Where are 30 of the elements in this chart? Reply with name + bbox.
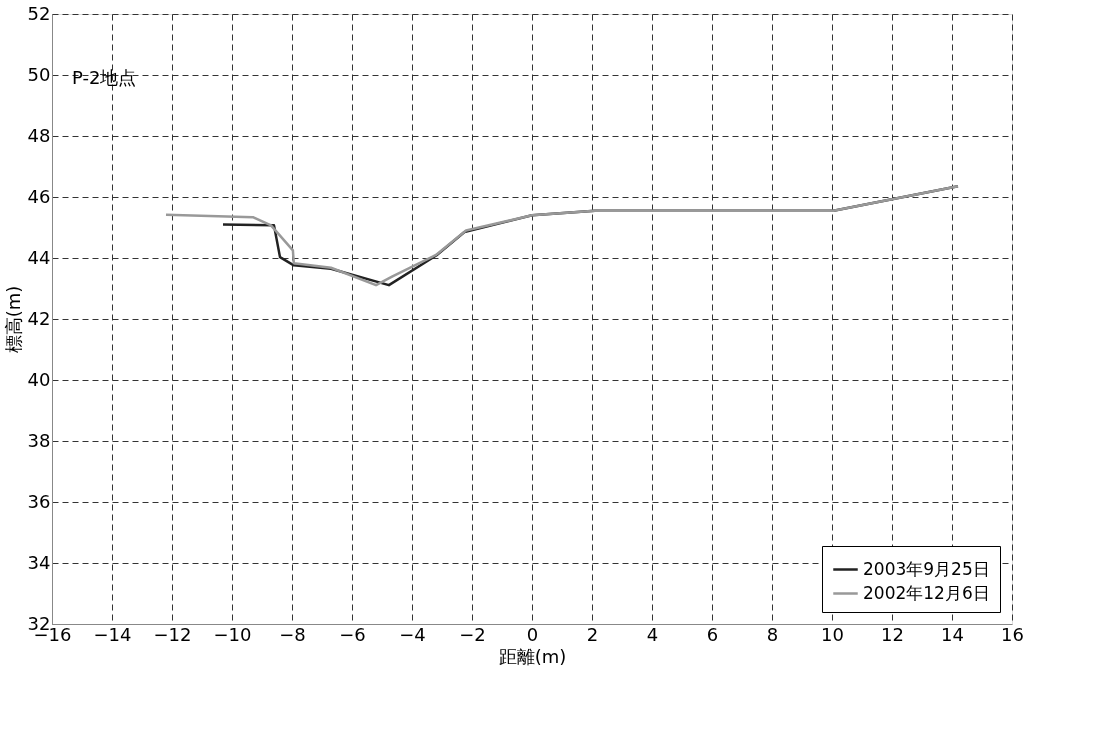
x-tick-label: 2	[586, 623, 599, 645]
y-tick-label: 38	[27, 429, 51, 451]
legend-label: 2003年9月25日	[863, 558, 990, 579]
x-tick-label: −12	[153, 623, 192, 645]
y-tick-label: 52	[27, 2, 51, 24]
x-tick-label: 16	[1001, 623, 1024, 645]
y-tick-label: 48	[27, 124, 51, 146]
y-tick-label: 40	[27, 368, 51, 390]
x-tick-label: −4	[399, 623, 426, 645]
x-tick-label: 6	[706, 623, 719, 645]
x-tick-label: 0	[526, 623, 539, 645]
x-axis-title: 距離(m)	[498, 645, 567, 667]
x-tick-label: 8	[766, 623, 779, 645]
x-tick-label: 10	[821, 623, 844, 645]
y-tick-label: 36	[27, 490, 51, 512]
x-tick-label: −6	[339, 623, 366, 645]
x-tick-label: −8	[279, 623, 306, 645]
y-tick-label: 50	[27, 63, 51, 85]
y-tick-label: 46	[27, 185, 51, 207]
x-tick-label: −2	[459, 623, 486, 645]
y-tick-label: 44	[27, 246, 51, 268]
legend-label: 2002年12月6日	[863, 582, 990, 603]
x-tick-label: 12	[881, 623, 904, 645]
x-tick-label: −10	[213, 623, 252, 645]
y-axis-title: 標高(m)	[2, 285, 24, 354]
x-tick-label: 4	[646, 623, 659, 645]
y-tick-label: 34	[27, 551, 51, 573]
x-tick-label: −14	[93, 623, 132, 645]
y-tick-label: 42	[27, 307, 51, 329]
x-tick-label: 14	[941, 623, 964, 645]
